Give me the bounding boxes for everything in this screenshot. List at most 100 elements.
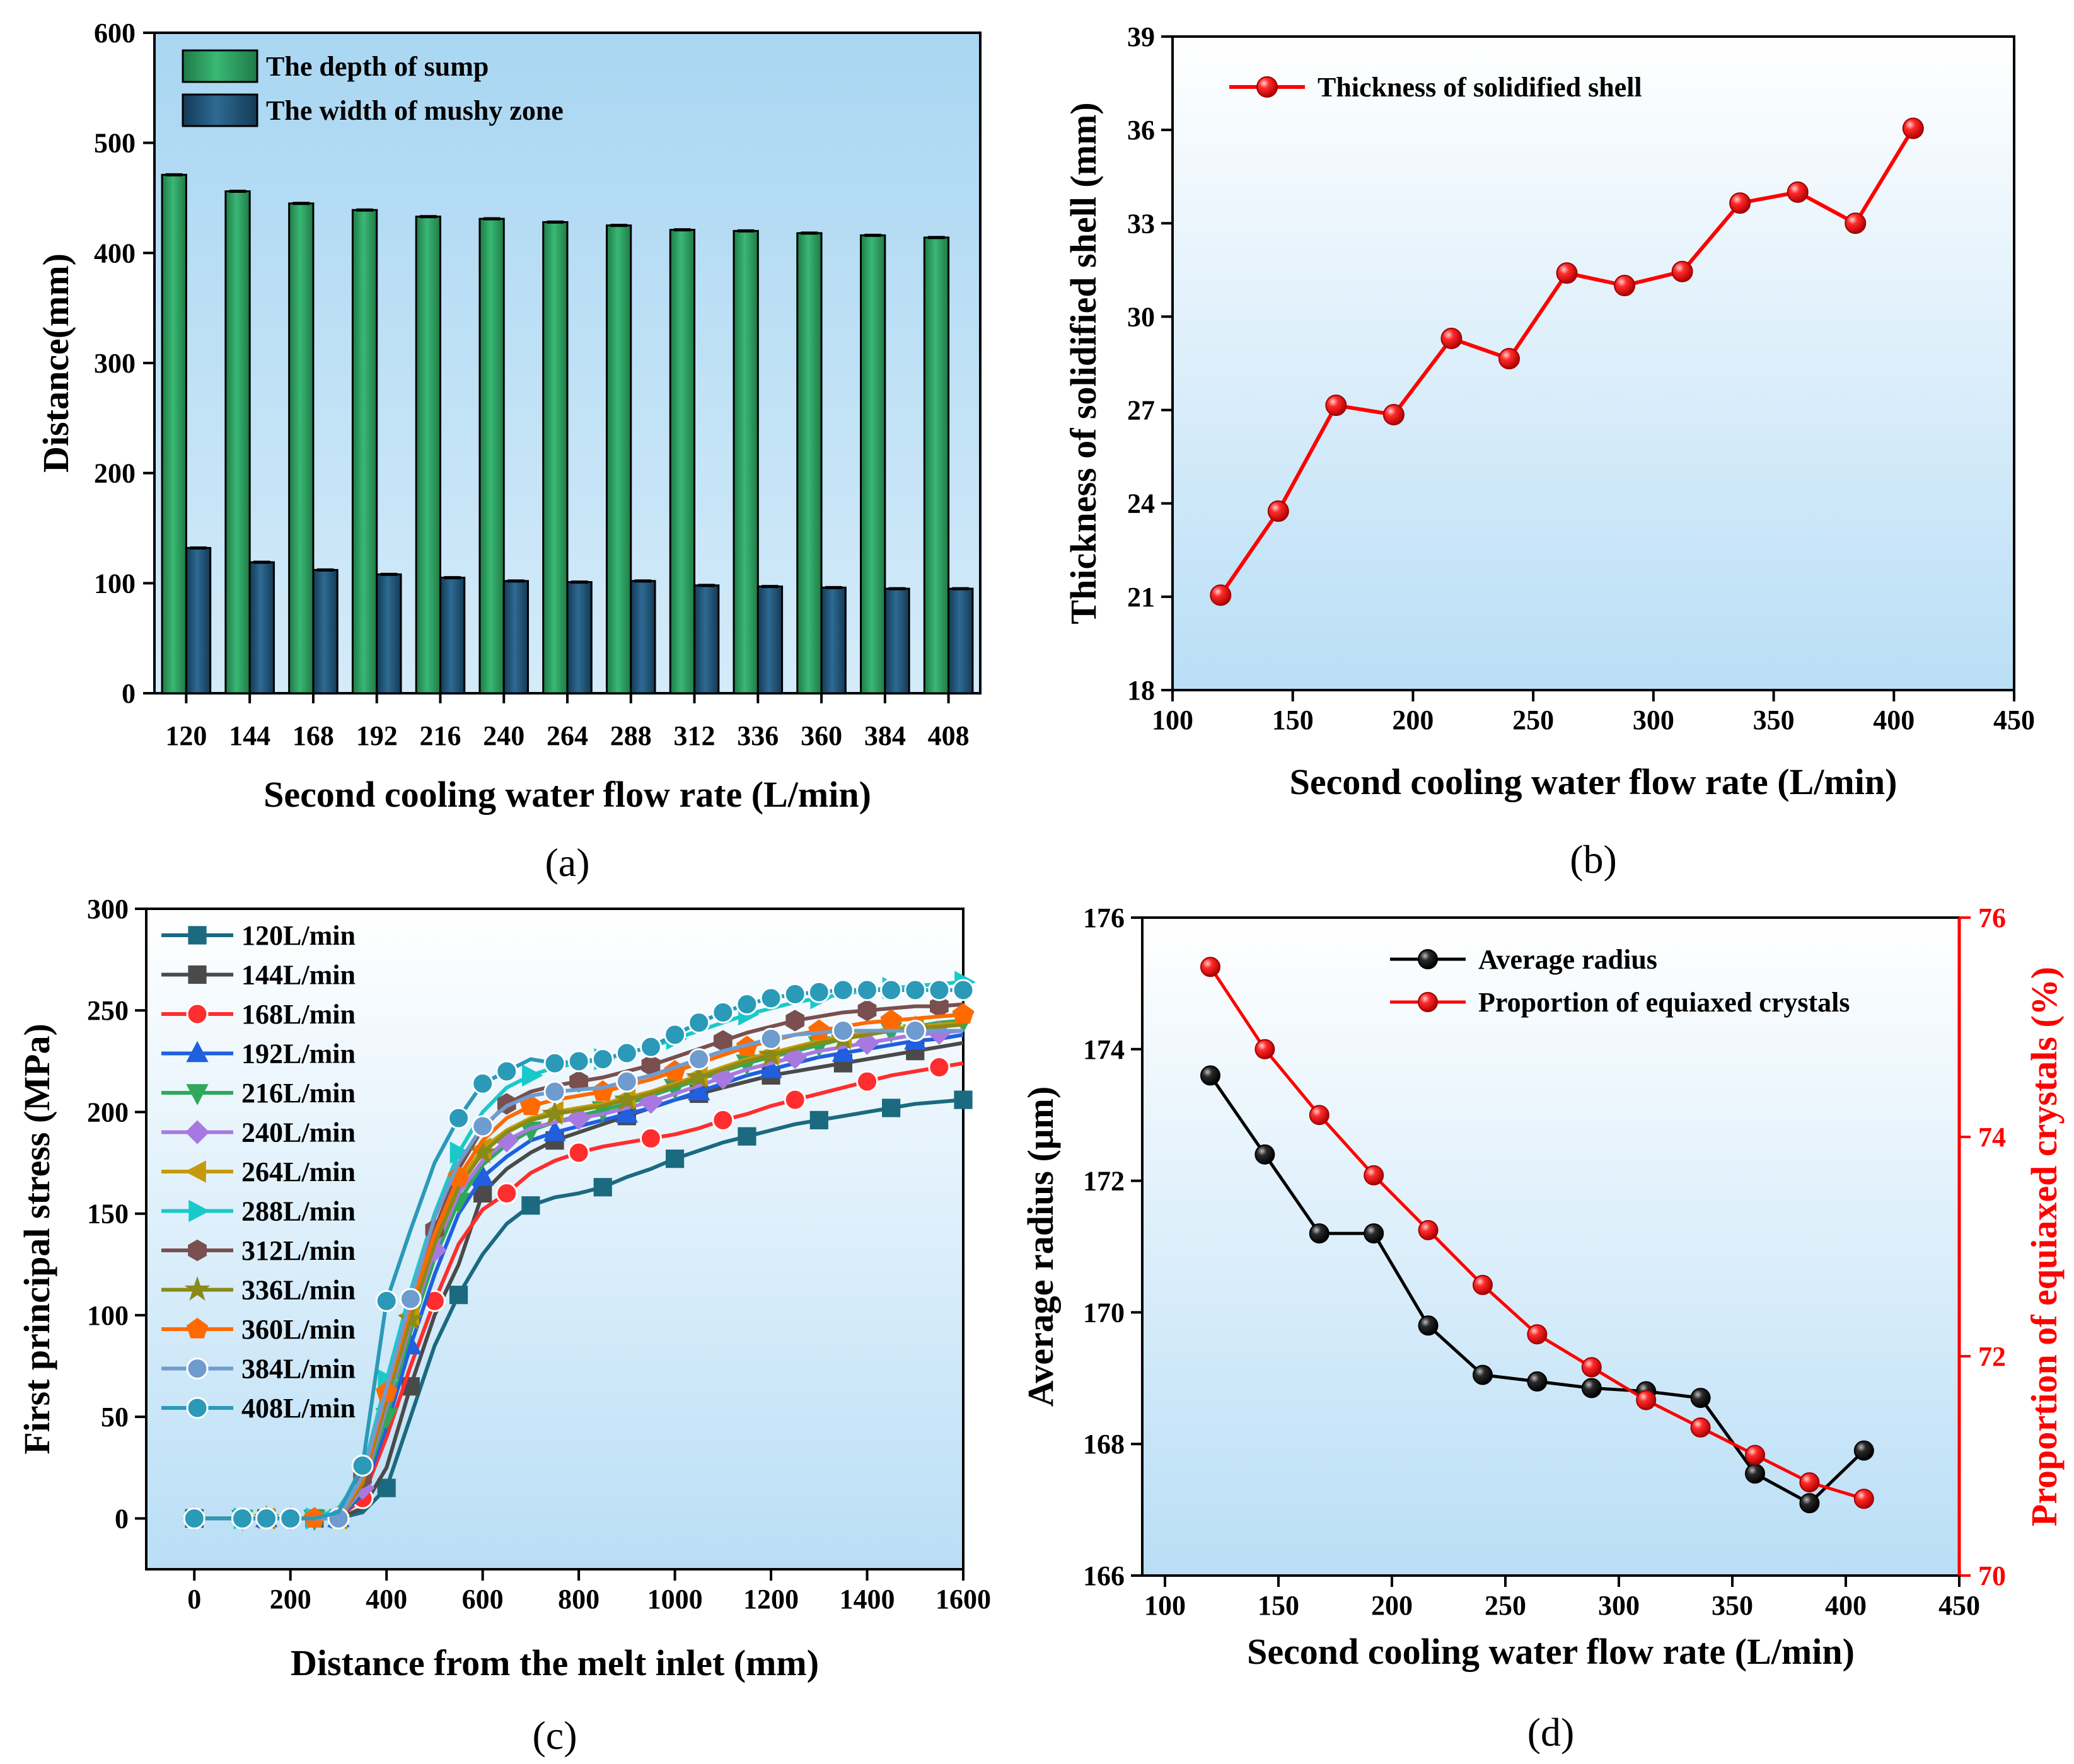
bar-sump-depth — [733, 229, 759, 695]
bar-mushy-width — [693, 584, 720, 695]
y-tick-label: 166 — [1083, 1560, 1125, 1591]
data-point — [760, 1056, 782, 1078]
legend-marker — [1418, 949, 1438, 969]
legend-marker — [185, 1160, 206, 1183]
data-point — [904, 1019, 927, 1042]
y-right-tick-label: 74 — [1978, 1122, 2006, 1153]
y-tick-label: 170 — [1083, 1297, 1125, 1328]
bar-mushy-width — [185, 546, 212, 695]
bar-sump-depth — [224, 190, 251, 695]
data-point — [1267, 500, 1289, 522]
data-point — [1364, 1223, 1384, 1244]
legend-marker — [186, 1317, 209, 1339]
legend-label: 360L/min — [241, 1314, 356, 1345]
legend-swatch — [182, 49, 258, 83]
legend-marker — [188, 1199, 210, 1223]
x-tick-label: 300 — [1598, 1590, 1640, 1621]
panel-label: (c) — [532, 1713, 577, 1758]
legend-label: 240L/min — [241, 1117, 356, 1148]
x-tick-label: 100 — [1144, 1590, 1186, 1621]
x-tick-label: 120 — [165, 720, 207, 751]
legend-marker — [184, 1276, 211, 1301]
data-point — [665, 1150, 685, 1168]
x-tick-label: 1000 — [647, 1584, 703, 1615]
data-point — [567, 1050, 590, 1073]
data-point — [928, 979, 951, 1001]
bar-sump-depth — [351, 209, 378, 695]
data-point — [1729, 192, 1751, 214]
data-point — [543, 1052, 566, 1075]
x-tick-label: 384 — [864, 720, 906, 751]
data-point — [1200, 957, 1220, 977]
bar-sump-depth — [605, 224, 632, 695]
data-point — [1745, 1444, 1765, 1465]
data-point — [1556, 262, 1578, 284]
legend-marker — [185, 1120, 210, 1144]
data-point — [448, 1107, 470, 1129]
x-tick-label: 336 — [737, 720, 779, 751]
data-point — [1581, 1357, 1602, 1378]
data-point — [615, 1070, 638, 1093]
x-axis-label: Second cooling water flow rate (L/min) — [1290, 761, 1897, 802]
data-point — [521, 1196, 540, 1215]
x-tick-label: 216 — [419, 720, 461, 751]
data-point — [664, 1023, 687, 1046]
data-point — [686, 1064, 712, 1089]
plot-area — [145, 908, 965, 1571]
x-tick-label: 0 — [187, 1584, 201, 1615]
data-point — [712, 1109, 734, 1131]
x-axis-label: Distance from the melt inlet (mm) — [291, 1642, 819, 1683]
y-tick-label: 0 — [115, 1503, 129, 1534]
data-point — [1498, 348, 1520, 370]
data-point — [880, 979, 903, 1001]
data-point — [738, 1127, 756, 1146]
legend-label: 384L/min — [241, 1354, 356, 1385]
data-point — [255, 1507, 278, 1530]
data-point — [1902, 117, 1924, 139]
y-tick-label: 174 — [1083, 1034, 1125, 1065]
bar-sump-depth — [288, 202, 315, 695]
x-tick-label: 192 — [356, 720, 398, 751]
x-tick-label: 200 — [1371, 1590, 1413, 1621]
data-point — [1845, 212, 1867, 234]
data-point — [449, 1286, 468, 1305]
data-point — [639, 1127, 662, 1150]
x-tick-label: 350 — [1753, 705, 1795, 735]
legend-label: Thickness of solidified shell — [1318, 72, 1642, 103]
legend-marker — [188, 926, 207, 945]
legend-marker — [186, 1397, 209, 1419]
x-tick-label: 150 — [1258, 1590, 1299, 1621]
x-tick-label: 1600 — [936, 1584, 991, 1615]
y-tick-label: 24 — [1127, 488, 1155, 519]
legend-label: The depth of sump — [266, 51, 489, 82]
legend-label: 192L/min — [241, 1039, 356, 1069]
y-tick-label: 600 — [94, 18, 136, 49]
data-point — [351, 1455, 374, 1477]
x-tick-label: 250 — [1512, 705, 1554, 735]
panel-label: (a) — [545, 840, 589, 885]
data-point — [736, 993, 758, 1016]
y-tick-label: 200 — [87, 1097, 129, 1127]
data-point — [591, 1048, 614, 1071]
y-right-tick-label: 76 — [1978, 902, 2006, 933]
data-point — [1473, 1364, 1493, 1385]
y-tick-label: 300 — [87, 894, 129, 925]
x-tick-label: 1200 — [743, 1584, 799, 1615]
data-point — [688, 1048, 710, 1071]
legend-label: 288L/min — [241, 1196, 356, 1227]
data-point — [712, 1001, 734, 1023]
bar-mushy-width — [439, 577, 466, 695]
data-point — [375, 1289, 398, 1312]
y-tick-label: 300 — [94, 348, 136, 379]
data-point — [569, 1070, 588, 1093]
y-tick-label: 250 — [87, 995, 129, 1026]
y-tick-label: 0 — [122, 678, 136, 709]
data-point — [1325, 395, 1347, 417]
plot-area — [1171, 35, 2015, 691]
y-right-tick-label: 72 — [1978, 1341, 2006, 1372]
legend-label: 144L/min — [241, 960, 356, 991]
data-point — [1690, 1388, 1711, 1409]
data-point — [1853, 1489, 1874, 1509]
x-tick-label: 450 — [1938, 1590, 1980, 1621]
